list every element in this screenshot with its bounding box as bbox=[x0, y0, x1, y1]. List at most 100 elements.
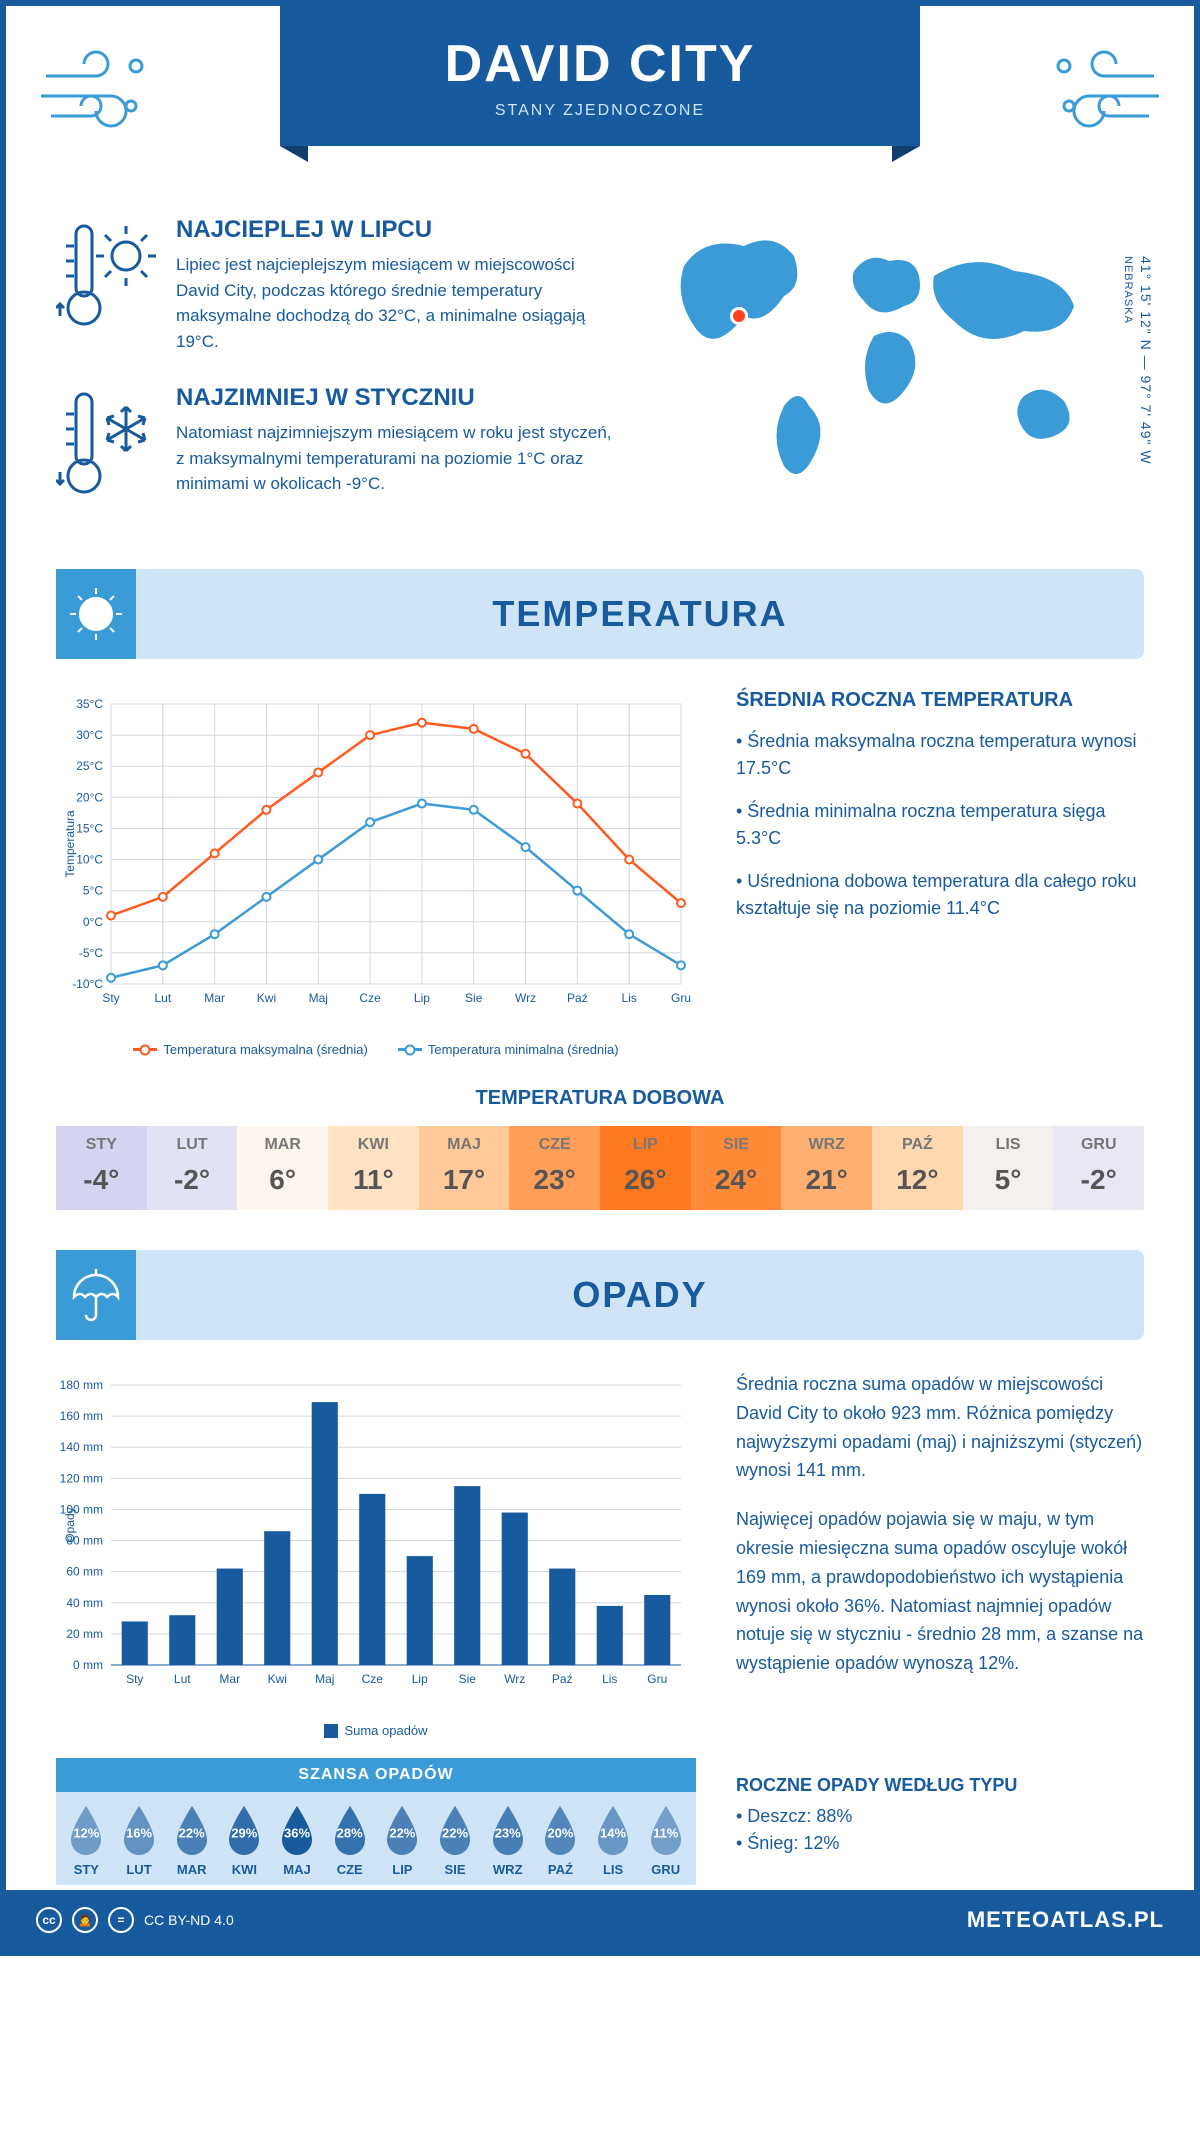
daily-temp-table: STY-4°LUT-2°MAR6°KWI11°MAJ17°CZE23°LIP26… bbox=[56, 1126, 1144, 1210]
svg-text:180 mm: 180 mm bbox=[60, 1378, 103, 1392]
intro-section: NAJCIEPLEJ W LIPCU Lipiec jest najcieple… bbox=[6, 206, 1194, 569]
svg-text:Sty: Sty bbox=[126, 1672, 143, 1686]
thermometer-snow-icon bbox=[56, 384, 156, 509]
svg-text:Lip: Lip bbox=[414, 991, 430, 1005]
svg-text:10°C: 10°C bbox=[76, 853, 103, 867]
avg-temp-title: ŚREDNIA ROCZNA TEMPERATURA bbox=[736, 689, 1144, 712]
country-name: STANY ZJEDNOCZONE bbox=[280, 102, 920, 120]
license-text: CC BY-ND 4.0 bbox=[144, 1912, 234, 1928]
daily-cell: CZE23° bbox=[509, 1126, 600, 1210]
svg-text:Lis: Lis bbox=[602, 1672, 617, 1686]
chance-cell: 12%STY bbox=[60, 1804, 113, 1877]
coordinates: 41° 15' 12" N — 97° 7' 49" W bbox=[1138, 256, 1154, 465]
svg-text:Gru: Gru bbox=[671, 991, 691, 1005]
chance-cell: 28%CZE bbox=[323, 1804, 376, 1877]
svg-text:Maj: Maj bbox=[315, 1672, 334, 1686]
svg-text:Cze: Cze bbox=[362, 1672, 384, 1686]
daily-temp-title: TEMPERATURA DOBOWA bbox=[6, 1087, 1194, 1110]
svg-text:0°C: 0°C bbox=[83, 915, 103, 929]
temperature-title: TEMPERATURA bbox=[136, 593, 1144, 635]
daily-cell: LIP26° bbox=[600, 1126, 691, 1210]
coldest-text: Natomiast najzimniejszym miesiącem w rok… bbox=[176, 420, 614, 497]
legend-min: Temperatura minimalna (średnia) bbox=[398, 1042, 619, 1057]
thermometer-sun-icon bbox=[56, 216, 156, 354]
daily-cell: GRU-2° bbox=[1053, 1126, 1144, 1210]
svg-text:Wrz: Wrz bbox=[515, 991, 536, 1005]
svg-text:Kwi: Kwi bbox=[268, 1672, 287, 1686]
svg-text:Mar: Mar bbox=[204, 991, 225, 1005]
svg-text:Lut: Lut bbox=[174, 1672, 191, 1686]
warmest-title: NAJCIEPLEJ W LIPCU bbox=[176, 216, 614, 244]
cc-icon: cc bbox=[36, 1907, 62, 1933]
legend-max: Temperatura maksymalna (średnia) bbox=[133, 1042, 367, 1057]
precip-p1: Średnia roczna suma opadów w miejscowośc… bbox=[736, 1370, 1144, 1485]
svg-text:Lip: Lip bbox=[412, 1672, 428, 1686]
svg-text:Lis: Lis bbox=[622, 991, 637, 1005]
daily-cell: KWI11° bbox=[328, 1126, 419, 1210]
svg-text:Wrz: Wrz bbox=[504, 1672, 525, 1686]
svg-text:-5°C: -5°C bbox=[79, 946, 103, 960]
city-name: DAVID CITY bbox=[280, 34, 920, 94]
daily-cell: SIE24° bbox=[691, 1126, 782, 1210]
svg-text:15°C: 15°C bbox=[76, 821, 103, 835]
svg-text:30°C: 30°C bbox=[76, 728, 103, 742]
chance-cell: 16%LUT bbox=[113, 1804, 166, 1877]
svg-text:Sie: Sie bbox=[459, 1672, 477, 1686]
world-map: NEBRASKA 41° 15' 12" N — 97° 7' 49" W bbox=[644, 216, 1144, 539]
avg-temp-b2: • Średnia minimalna roczna temperatura s… bbox=[736, 798, 1144, 852]
title-banner: DAVID CITY STANY ZJEDNOCZONE bbox=[280, 6, 920, 146]
svg-text:0 mm: 0 mm bbox=[73, 1658, 103, 1672]
daily-cell: MAJ17° bbox=[419, 1126, 510, 1210]
svg-text:Paź: Paź bbox=[567, 991, 588, 1005]
svg-text:Maj: Maj bbox=[309, 991, 328, 1005]
sun-icon bbox=[56, 569, 136, 659]
daily-cell: STY-4° bbox=[56, 1126, 147, 1210]
svg-text:Paź: Paź bbox=[552, 1672, 573, 1686]
site-name: METEOATLAS.PL bbox=[967, 1907, 1164, 1933]
avg-temp-b1: • Średnia maksymalna roczna temperatura … bbox=[736, 728, 1144, 782]
svg-text:5°C: 5°C bbox=[83, 884, 103, 898]
svg-text:Mar: Mar bbox=[219, 1672, 240, 1686]
svg-text:40 mm: 40 mm bbox=[66, 1596, 103, 1610]
daily-cell: LUT-2° bbox=[147, 1126, 238, 1210]
svg-text:Sie: Sie bbox=[465, 991, 483, 1005]
header: DAVID CITY STANY ZJEDNOCZONE bbox=[6, 6, 1194, 206]
svg-text:20 mm: 20 mm bbox=[66, 1627, 103, 1641]
footer: cc 🙍 = CC BY-ND 4.0 METEOATLAS.PL bbox=[6, 1890, 1194, 1950]
chance-cell: 23%WRZ bbox=[481, 1804, 534, 1877]
svg-text:60 mm: 60 mm bbox=[66, 1565, 103, 1579]
chance-cell: 22%LIP bbox=[376, 1804, 429, 1877]
svg-text:Opady: Opady bbox=[63, 1507, 77, 1542]
svg-text:25°C: 25°C bbox=[76, 759, 103, 773]
chance-cell: 22%SIE bbox=[429, 1804, 482, 1877]
svg-text:120 mm: 120 mm bbox=[60, 1471, 103, 1485]
temperature-line-chart: -10°C-5°C0°C5°C10°C15°C20°C25°C30°C35°CS… bbox=[56, 689, 696, 1057]
warmest-text: Lipiec jest najcieplejszym miesiącem w m… bbox=[176, 252, 614, 354]
daily-cell: WRZ21° bbox=[781, 1126, 872, 1210]
chance-cell: 20%PAŹ bbox=[534, 1804, 587, 1877]
precip-p2: Najwięcej opadów pojawia się w maju, w t… bbox=[736, 1505, 1144, 1678]
precip-title: OPADY bbox=[136, 1274, 1144, 1316]
coldest-fact: NAJZIMNIEJ W STYCZNIU Natomiast najzimni… bbox=[56, 384, 614, 509]
svg-text:Cze: Cze bbox=[359, 991, 381, 1005]
precip-type-title: ROCZNE OPADY WEDŁUG TYPU bbox=[736, 1775, 1144, 1796]
coldest-title: NAJZIMNIEJ W STYCZNIU bbox=[176, 384, 614, 412]
chance-cell: 14%LIS bbox=[587, 1804, 640, 1877]
svg-text:140 mm: 140 mm bbox=[60, 1440, 103, 1454]
chance-cell: 11%GRU bbox=[639, 1804, 692, 1877]
precip-type-rain: • Deszcz: 88% bbox=[736, 1806, 1144, 1827]
nd-icon: = bbox=[108, 1907, 134, 1933]
temperature-section-header: TEMPERATURA bbox=[56, 569, 1144, 659]
wind-icon bbox=[1034, 36, 1164, 151]
chance-cell: 22%MAR bbox=[165, 1804, 218, 1877]
region-label: NEBRASKA bbox=[1122, 256, 1134, 324]
precip-bar-chart: 0 mm20 mm40 mm60 mm80 mm100 mm120 mm140 … bbox=[56, 1370, 696, 1738]
svg-text:Lut: Lut bbox=[154, 991, 171, 1005]
wind-icon bbox=[36, 36, 166, 151]
by-icon: 🙍 bbox=[72, 1907, 98, 1933]
svg-text:Gru: Gru bbox=[647, 1672, 667, 1686]
chance-cell: 29%KWI bbox=[218, 1804, 271, 1877]
svg-text:-10°C: -10°C bbox=[72, 977, 103, 991]
chance-cell: 36%MAJ bbox=[271, 1804, 324, 1877]
daily-cell: MAR6° bbox=[237, 1126, 328, 1210]
